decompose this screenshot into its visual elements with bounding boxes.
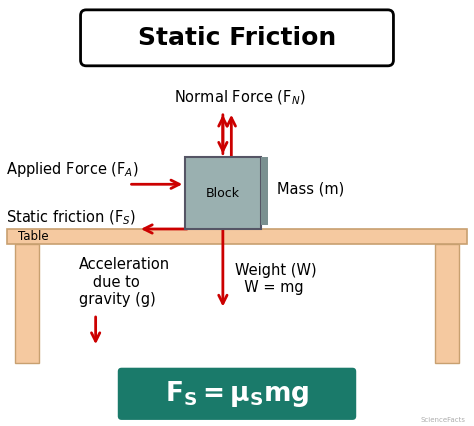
Text: $\mathbf{F_S = \mu_S mg}$: $\mathbf{F_S = \mu_S mg}$ [165,379,309,409]
Bar [435,244,459,363]
Text: ScienceFacts: ScienceFacts [420,417,465,423]
Text: Acceleration
   due to
gravity (g): Acceleration due to gravity (g) [79,257,170,307]
Bar [261,157,268,225]
Bar [15,244,39,363]
Text: Static friction (F$_{S}$): Static friction (F$_{S}$) [6,209,136,227]
Text: Table: Table [18,230,48,243]
FancyBboxPatch shape [118,368,356,420]
Text: Normal Force (F$_{N}$): Normal Force (F$_{N}$) [173,89,305,107]
Text: Block: Block [206,187,240,199]
Text: Applied Force (F$_{A}$): Applied Force (F$_{A}$) [6,160,139,178]
Text: Static Friction: Static Friction [138,26,336,49]
Text: Mass (m): Mass (m) [277,182,344,197]
Text: Weight (W)
  W = mg: Weight (W) W = mg [235,263,316,295]
Bar [7,230,467,244]
Bar [185,157,261,230]
FancyBboxPatch shape [81,10,393,66]
